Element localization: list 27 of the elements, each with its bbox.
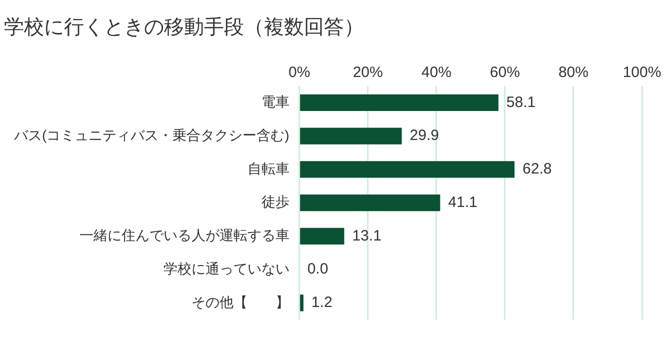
x-tick-label: 0% (288, 64, 310, 82)
y-tick-label: 一緒に住んでいる人が運転する車 (79, 227, 290, 244)
y-tick-label: バス(コミュニティバス・乗合タクシー含む) (12, 126, 290, 143)
chart-title: 学校に行くときの移動手段（複数回答） (4, 16, 364, 39)
data-label: 58.1 (506, 94, 536, 111)
data-label: 62.8 (522, 160, 552, 178)
data-label: 29.9 (410, 127, 439, 144)
x-tick-label: 80% (558, 64, 588, 82)
bar (300, 94, 498, 112)
bar (300, 228, 344, 245)
data-label: 1.2 (311, 294, 332, 312)
y-tick-label: 徒歩 (261, 194, 290, 210)
bar (300, 294, 304, 312)
y-tick-label: 電車 (261, 94, 290, 110)
data-label: 41.1 (448, 194, 478, 211)
x-tick-label: 20% (352, 64, 383, 82)
y-tick-label: 自転車 (247, 160, 290, 176)
bar (300, 128, 402, 144)
data-label: 13.1 (352, 227, 382, 244)
bar (300, 161, 515, 178)
x-tick-label: 100% (622, 64, 662, 82)
y-tick-label: その他【 】 (191, 294, 290, 310)
data-label: 0.0 (307, 260, 328, 278)
bar (300, 194, 440, 212)
x-tick-label: 40% (421, 64, 452, 82)
x-tick-label: 60% (490, 64, 520, 82)
y-tick-label: 学校に通っていない (163, 260, 290, 276)
